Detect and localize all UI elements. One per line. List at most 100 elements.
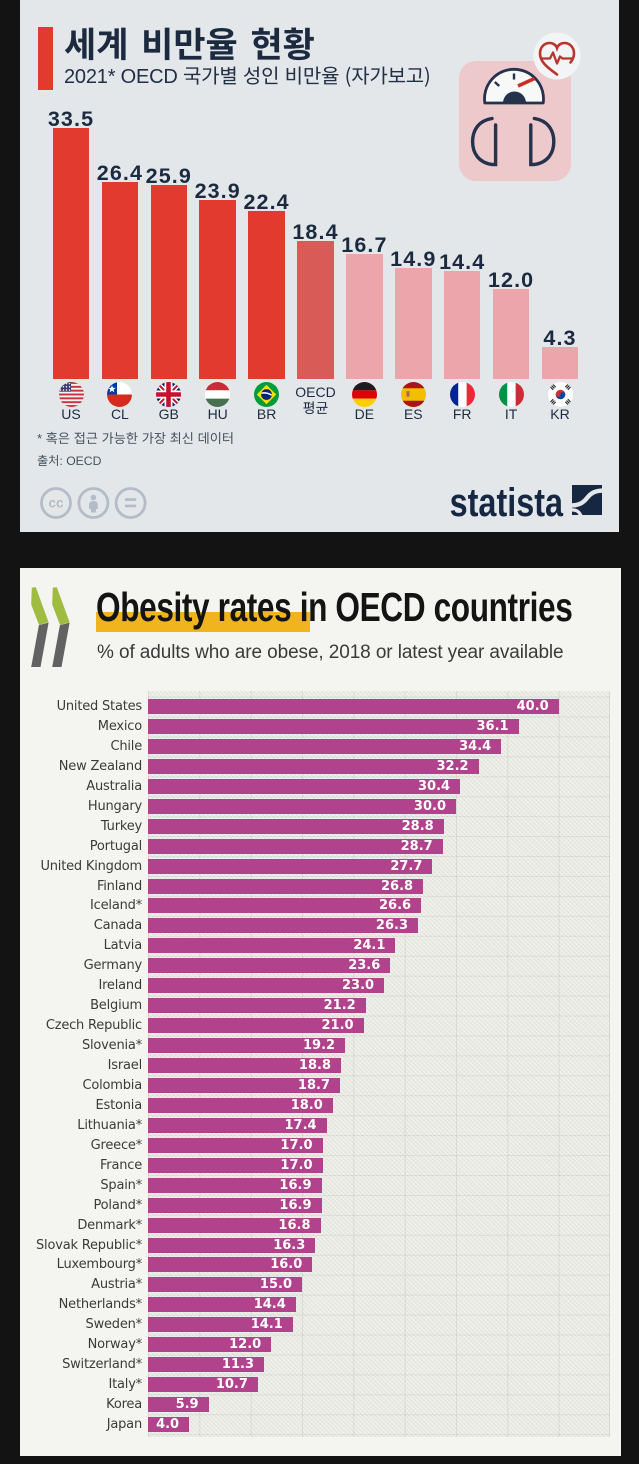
footnote: * 혹은 접근 가능한 가장 최신 데이터 (37, 428, 234, 447)
bar-canada: 26.3 (148, 918, 418, 934)
bar-category-label: US (61, 404, 81, 424)
country-label: Spain* (100, 1177, 142, 1193)
bar-value-label: 5.9 (175, 1397, 199, 1413)
country-label: Portugal (89, 838, 142, 854)
bar-value-label: 27.7 (390, 858, 423, 874)
country-label: Belgium (90, 998, 142, 1014)
bar-value-label: 16.0 (270, 1257, 303, 1273)
bar-value-label: 14.1 (250, 1317, 283, 1333)
oecd-chart-image[interactable]: Obesity rates in OECD countries % of adu… (20, 568, 621, 1456)
scale-heart-icon (450, 26, 620, 191)
bar-FR (443, 271, 481, 379)
country-label: Japan (106, 1417, 142, 1433)
creative-commons-icons: cc (40, 486, 170, 525)
bar-category-label: GB (158, 404, 179, 424)
bar-value-label: 24.1 (353, 938, 386, 954)
bar-value-label: 21.0 (321, 1018, 354, 1034)
country-label: Iceland* (90, 898, 142, 914)
flag-cl-icon (107, 382, 133, 412)
bar-value-label: 26.6 (379, 898, 412, 914)
bar-value-label: 19.2 (303, 1038, 336, 1054)
flag-it-icon (498, 382, 524, 412)
country-label: Slovenia* (81, 1038, 142, 1054)
country-label: Norway* (87, 1337, 143, 1353)
flag-de-icon (351, 382, 377, 412)
title-accent-bar (38, 27, 53, 90)
statista-logo-icon (569, 485, 605, 520)
bar-finland: 26.8 (148, 878, 424, 894)
oecd-chevrons-logo (30, 587, 73, 673)
chart-title-rest: in OECD countries (291, 573, 573, 633)
country-label: Czech Republic (45, 1018, 142, 1034)
bar-KR (541, 346, 579, 379)
infographic-title: 세계 비만율 현황 (64, 17, 315, 68)
flag-us-icon (58, 382, 84, 412)
country-label: Luxembourg* (56, 1257, 143, 1273)
country-label: Germany (83, 958, 143, 974)
country-label: Finland (96, 878, 142, 894)
bar-US (52, 128, 90, 379)
country-label: New Zealand (58, 758, 142, 774)
bar-category-label: ES (403, 404, 423, 424)
bar-france: 17.0 (148, 1157, 323, 1173)
bar-value-label: 12.0 (487, 263, 535, 295)
bar-austria: 15.0 (148, 1277, 302, 1293)
bar-hungary: 30.0 (148, 798, 456, 814)
country-label: Estonia (95, 1097, 143, 1113)
bar-category-label: FR (452, 404, 472, 424)
bar-newzealand: 32.2 (148, 758, 479, 774)
bar-GB (150, 185, 188, 379)
source-note: 출처: OECD (37, 451, 102, 469)
bar-ES (395, 267, 432, 379)
bar-estonia: 18.0 (148, 1097, 333, 1113)
scale-left-foot (470, 116, 498, 167)
bar-sweden: 14.1 (148, 1317, 293, 1333)
bar-value-label: 18.0 (290, 1097, 323, 1113)
flag-br-icon (254, 382, 280, 412)
bar-colombia: 18.7 (148, 1077, 340, 1093)
bar-value-label: 26.3 (375, 918, 408, 934)
bar-value-label: 16.8 (278, 1217, 311, 1233)
bar-chile: 34.4 (148, 738, 502, 754)
scale-dial (483, 67, 545, 105)
country-label: Switzerland* (62, 1357, 142, 1373)
bar-category-label: HU (207, 404, 228, 424)
chart-title: Obesity rates in OECD countries (96, 573, 573, 633)
bar-category-label: IT (504, 404, 518, 424)
bar-luxembourg: 16.0 (148, 1257, 313, 1273)
statista-infographic-image[interactable]: 세계 비만율 현황 2021* OECD 국가별 성인 비만율 (자가보고) 3… (20, 0, 619, 532)
infographic-subtitle: 2021* OECD 국가별 성인 비만율 (자가보고) (64, 60, 431, 89)
country-label: Mexico (97, 718, 142, 734)
bar-value-label: 32.2 (436, 758, 469, 774)
flag-es-icon (400, 382, 426, 412)
bar-mexico: 36.1 (148, 718, 519, 734)
bar-norway: 12.0 (148, 1337, 272, 1353)
country-label: United States (56, 699, 143, 714)
bar-value-label: 33.5 (47, 102, 95, 134)
bar-value-label: 26.4 (96, 155, 144, 187)
bar-CL (101, 181, 139, 379)
bar-value-label: 18.4 (292, 215, 339, 247)
ecg-line (540, 51, 574, 65)
country-label: Greece* (90, 1137, 143, 1153)
country-label: Korea (106, 1397, 142, 1413)
svg-text:cc: cc (48, 496, 64, 511)
bar-unitedkingdom: 27.7 (148, 858, 433, 874)
bar-value-label: 4.0 (156, 1417, 180, 1433)
country-label: Lithuania* (77, 1117, 142, 1133)
bar-OECD 평균 (297, 241, 334, 379)
country-label: Hungary (87, 798, 142, 814)
flag-hu-icon (205, 382, 231, 412)
bar-value-label: 34.4 (459, 738, 492, 754)
bar-turkey: 28.8 (148, 818, 444, 834)
scale-needle (517, 76, 536, 88)
country-label: Colombia (82, 1077, 143, 1093)
cc-icon (40, 487, 72, 519)
bar-value-label: 17.0 (280, 1157, 313, 1173)
bar-spain: 16.9 (148, 1177, 322, 1193)
chevron-gray-2 (52, 622, 70, 667)
country-label: Italy* (108, 1377, 142, 1393)
bar-czechrepublic: 21.0 (148, 1018, 364, 1034)
bar-value-label: 16.7 (341, 228, 388, 260)
